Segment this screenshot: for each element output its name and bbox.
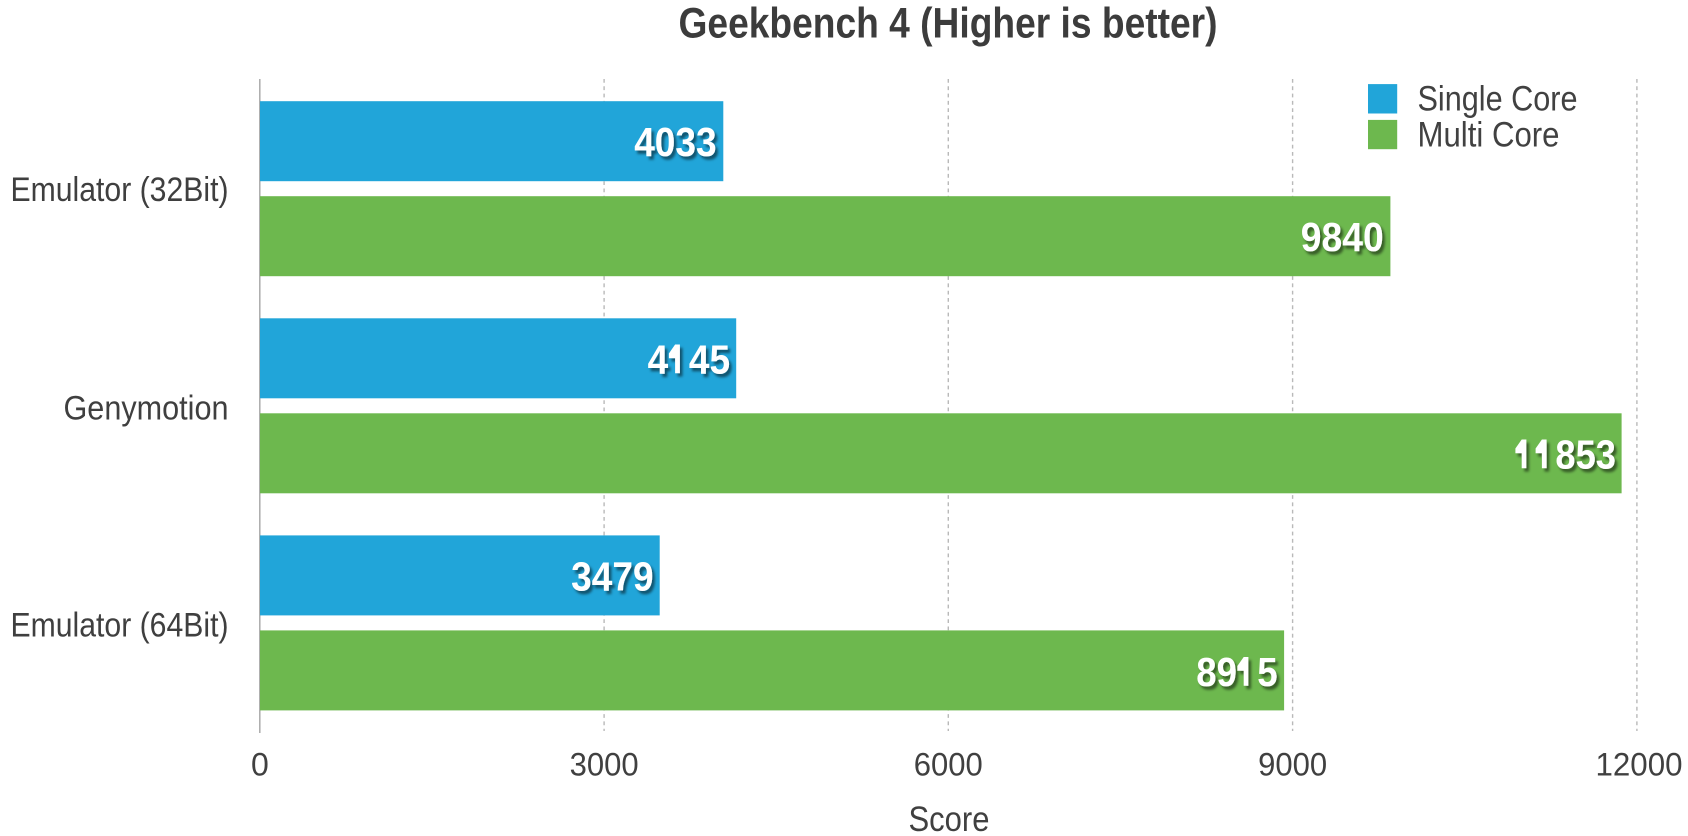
svg-text:3000: 3000 — [570, 747, 639, 783]
svg-text:Emulator (32Bit): Emulator (32Bit) — [11, 171, 229, 209]
svg-text:6000: 6000 — [914, 747, 983, 783]
svg-text:4: 4 — [689, 336, 710, 382]
svg-text:4033: 4033 — [634, 119, 717, 165]
svg-text:5: 5 — [710, 336, 731, 382]
svg-text:5: 5 — [1576, 431, 1596, 477]
svg-text:12000: 12000 — [1596, 747, 1683, 783]
svg-text:Genymotion: Genymotion — [64, 389, 229, 427]
svg-text:9000: 9000 — [1258, 747, 1327, 783]
svg-text:5: 5 — [1257, 649, 1277, 695]
svg-text:Geekbench 4 (Higher is better): Geekbench 4 (Higher is better) — [679, 0, 1218, 48]
svg-text:9840: 9840 — [1301, 214, 1384, 260]
svg-text:Emulator (64Bit): Emulator (64Bit) — [11, 607, 229, 645]
svg-text:4: 4 — [648, 336, 669, 382]
svg-text:Multi Core: Multi Core — [1418, 115, 1560, 154]
svg-text:9: 9 — [1217, 649, 1237, 695]
svg-text:3479: 3479 — [571, 553, 654, 599]
svg-text:0: 0 — [251, 747, 269, 783]
svg-text:8: 8 — [1196, 649, 1216, 695]
svg-text:8: 8 — [1555, 431, 1575, 477]
svg-text:Score: Score — [909, 800, 990, 836]
svg-text:Single Core: Single Core — [1418, 80, 1578, 119]
svg-text:3: 3 — [1596, 431, 1616, 477]
